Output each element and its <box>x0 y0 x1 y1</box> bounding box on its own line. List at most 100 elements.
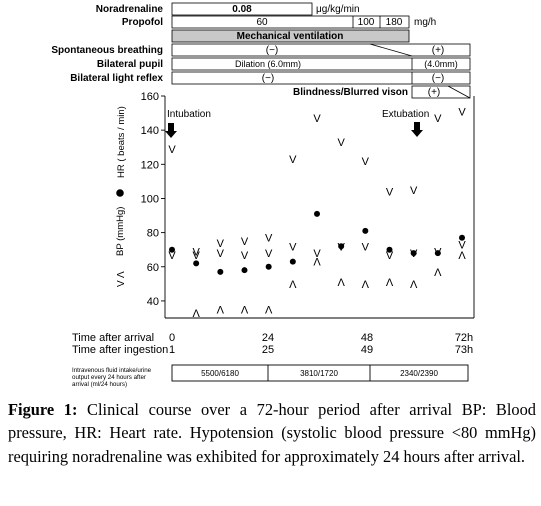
bp-diastolic-point-9: Λ <box>386 277 394 289</box>
hr-legend-label: HR ( beats / min) <box>116 106 127 178</box>
hr-point-12: V <box>458 106 466 118</box>
extubation-arrow-icon <box>411 122 423 137</box>
fluid-label-line-1: Intravenous fluid intake/urine <box>72 367 152 374</box>
bp-diastolic-point-11: Λ <box>434 267 442 279</box>
noradrenaline-unit: μg/kg/min <box>316 4 360 15</box>
bp-mean-point-5 <box>289 258 296 265</box>
bp-diastolic-point-12: Λ <box>458 250 466 262</box>
propofol-box <box>171 15 410 29</box>
bp-mean-point-1 <box>193 260 200 267</box>
bp-mean-point-4 <box>265 263 272 270</box>
spont-minus: (−) <box>266 45 279 56</box>
bp-diastolic-point-6: Λ <box>313 257 321 269</box>
hr-point-0: V <box>168 144 176 156</box>
fluid-value-2: 3810/1720 <box>300 369 338 378</box>
bp-systolic-point-8: V <box>362 241 370 253</box>
clinical-course-figure: Noradrenaline 0.08 μg/kg/min Propofol 60… <box>51 2 475 388</box>
pupil-right: (4.0mm) <box>424 59 458 69</box>
bp-mean-point-7 <box>338 243 345 250</box>
bp-systolic-point-7: V <box>337 241 345 253</box>
hr-point-9: V <box>386 187 394 199</box>
ingestion-axis-label: Time after ingestion <box>72 344 168 356</box>
arrival-axis-label: Time after arrival <box>72 332 154 344</box>
y-tick-label-5: 60 <box>147 262 159 274</box>
bp-diastolic-point-4: Λ <box>265 304 273 316</box>
bp-mean-point-10 <box>410 250 417 257</box>
bp-legend-label: BP (mmHg) <box>115 207 126 256</box>
fluid-value-1: 5500/6180 <box>201 369 239 378</box>
legend: HR ( beats / min) BP (mmHg) V Λ <box>115 106 127 287</box>
bp-systolic-point-1: V <box>192 250 200 262</box>
propofol-label: Propofol <box>122 17 163 28</box>
bp-systolic-point-11: V <box>434 246 442 258</box>
bp-diastolic-point-1: Λ <box>192 308 200 320</box>
ingestion-tick-2: 49 <box>361 344 373 356</box>
arrival-tick-1: 24 <box>262 332 274 344</box>
mech-vent-bar <box>171 29 410 43</box>
bp-mean-point-3 <box>241 267 248 274</box>
spont-plus: (+) <box>432 45 445 56</box>
hr-point-1: V <box>192 246 200 258</box>
bp-diastolic-point-8: Λ <box>362 279 370 291</box>
pupil-label: Bilateral pupil <box>97 59 163 70</box>
hr-legend-marker <box>116 189 124 197</box>
bp-systolic-point-10: V <box>410 248 418 260</box>
fluid-label-line-3: arrival (ml/24 hours) <box>72 381 127 388</box>
figure-number: Figure 1: <box>8 400 78 419</box>
arrival-tick-0: 0 <box>169 332 175 344</box>
extubation-label: Extubation <box>382 109 429 120</box>
bp-diastolic-point-7: Λ <box>337 277 345 289</box>
bp-systolic-point-12: V <box>458 240 466 252</box>
hr-point-6: V <box>313 113 321 125</box>
noradrenaline-box <box>171 2 313 16</box>
y-tick-label-3: 100 <box>141 193 159 205</box>
y-tick-label-0: 160 <box>141 91 159 103</box>
bp-mean-point-0 <box>169 246 175 253</box>
arrival-tick-3: 72h <box>455 332 473 344</box>
bp-mean-point-2 <box>217 268 224 275</box>
plot-area <box>164 96 475 319</box>
blind-value: (+) <box>428 87 441 98</box>
bp-diastolic-point-2: Λ <box>217 304 225 316</box>
fluid-label-line-2: output every 24 hours after <box>72 374 146 381</box>
propofol-value-1: 60 <box>256 17 268 28</box>
light-right: (−) <box>432 73 445 84</box>
figure-caption: Figure 1: Clinical course over a 72-hour… <box>8 398 536 468</box>
bp-mean-point-9 <box>386 246 393 253</box>
caption-text: Clinical course over a 72-hour period af… <box>8 400 536 466</box>
bp-systolic-point-0: V <box>168 250 176 262</box>
bp-diastolic-point-10: Λ <box>410 279 418 291</box>
spont-box <box>171 43 471 57</box>
ingestion-tick-3: 73h <box>455 344 473 356</box>
light-box <box>171 71 471 85</box>
noradrenaline-label: Noradrenaline <box>96 4 164 15</box>
y-tick-label-6: 40 <box>147 296 159 308</box>
pupil-left: Dilation (6.0mm) <box>235 59 301 69</box>
fluid-value-3: 2340/2390 <box>400 369 438 378</box>
ingestion-tick-0: 1 <box>169 344 175 356</box>
y-tick-label-2: 120 <box>141 159 159 171</box>
bp-legend-marker-2: Λ <box>116 271 127 278</box>
noradrenaline-value: 0.08 <box>232 4 252 15</box>
hr-point-4: V <box>265 233 273 245</box>
hr-point-8: V <box>362 156 370 168</box>
x-axis-ticks: 0 24 48 72h 1 25 49 73h <box>169 332 473 356</box>
light-minus: (−) <box>262 73 275 84</box>
bp-legend-marker: V <box>116 280 127 287</box>
hr-point-10: V <box>410 185 418 197</box>
ingestion-tick-1: 25 <box>262 344 274 356</box>
bp-systolic-point-6: V <box>313 248 321 260</box>
hr-point-3: V <box>241 236 249 248</box>
mech-vent-label: Mechanical ventilation <box>237 31 344 42</box>
bp-systolic-point-5: V <box>289 241 297 253</box>
pupil-box <box>171 57 471 71</box>
propofol-unit: mg/h <box>414 17 436 28</box>
intubation-label: Intubation <box>167 109 211 120</box>
bp-mean-point-12 <box>459 234 465 241</box>
y-axis-ticks: 160 140 120 100 80 60 40 <box>141 91 165 308</box>
blind-label: Blindness/Blurred vison <box>293 87 408 98</box>
bp-mean-point-11 <box>434 250 441 257</box>
bp-mean-point-6 <box>314 210 320 217</box>
hr-point-7: V <box>337 137 345 149</box>
